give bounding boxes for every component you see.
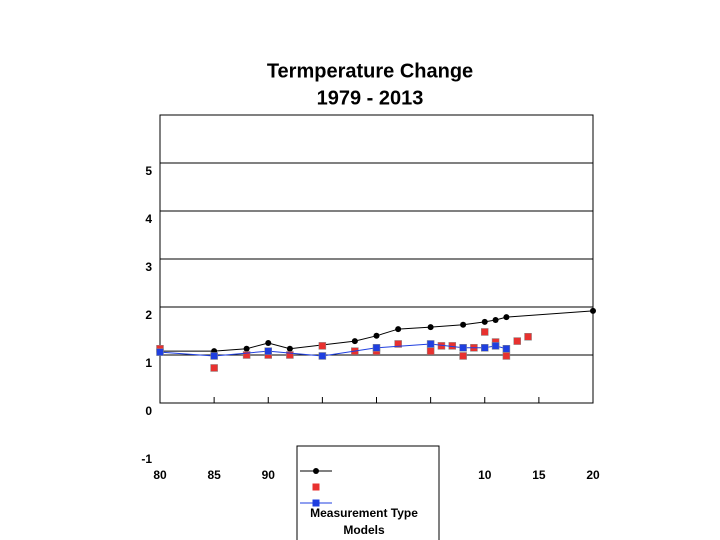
point [481,328,489,336]
point [286,345,293,352]
point [502,345,511,353]
point [590,307,596,314]
point [318,342,327,350]
point [459,352,467,360]
point [492,316,499,323]
legend-text: Models [343,523,385,537]
x-tick-label: 20 [586,468,600,482]
y-tick-label: -1 [141,452,152,466]
legend-marker [313,468,319,474]
point [524,333,532,341]
point [502,352,511,360]
point [394,340,402,348]
x-tick-label: 85 [207,468,221,482]
y-tick-label: 0 [145,404,152,418]
point [459,344,467,352]
point [426,340,435,348]
series-line [159,343,507,357]
point [426,347,435,355]
point [427,324,434,331]
legend [296,445,440,540]
y-tick-label: 1 [145,356,152,370]
point [503,314,510,321]
point [372,344,381,352]
point [265,340,272,346]
point [264,347,272,355]
point [243,345,250,352]
y-tick-label: 4 [145,212,152,226]
point [481,344,489,352]
point [210,352,218,360]
point [481,318,488,325]
point [491,342,500,350]
point [242,351,251,359]
point [513,337,521,345]
point [351,338,358,345]
point [395,326,402,333]
point [318,352,327,360]
x-tick-label: 90 [262,468,276,482]
y-tick-label: 3 [145,260,152,274]
point [156,348,164,356]
x-tick-label: 80 [153,468,167,482]
y-tick-label: 5 [145,164,152,178]
point [373,332,380,339]
y-tick-label: 2 [145,308,152,322]
x-tick-label: 15 [532,468,546,482]
chart-subtitle: 1979 - 2013 [317,87,424,109]
point [286,351,294,359]
point [460,321,467,328]
legend-marker [312,483,320,491]
legend-text: Measurement Type [310,506,418,520]
point [210,364,218,372]
legend-marker [312,499,320,507]
x-tick-label: 10 [478,468,492,482]
chart-title: Termperature Change [267,60,473,82]
